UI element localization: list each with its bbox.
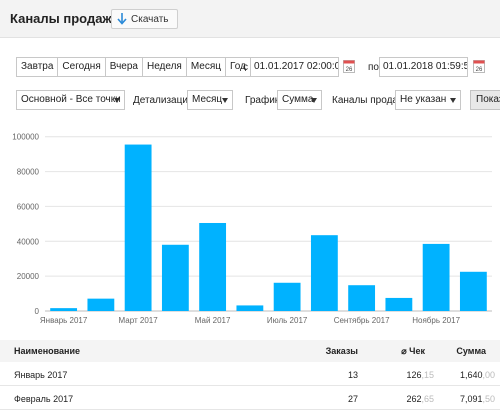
y-tick-label: 100000 [12, 133, 39, 142]
bar [273, 282, 301, 311]
calendar-day: 26 [346, 67, 353, 73]
header-bar: Каналы продаж Скачать [0, 0, 500, 38]
bar [161, 244, 189, 311]
calendar-icon[interactable]: 26 [473, 59, 485, 73]
x-tick-label: Март 2017 [119, 316, 159, 325]
x-tick-label: Январь 2017 [40, 316, 88, 325]
page-title: Каналы продаж [10, 11, 112, 26]
row-orders: 13 [347, 370, 358, 380]
row-name: Январь 2017 [14, 370, 68, 380]
chart-type-select[interactable]: Сумма [277, 90, 322, 110]
calendar-day: 26 [476, 67, 483, 73]
chevron-down-icon [450, 98, 456, 103]
detail-select[interactable]: Месяц [187, 90, 233, 110]
show-button[interactable]: Показать [470, 90, 500, 110]
bar [422, 243, 450, 311]
x-tick-label: Май 2017 [195, 316, 231, 325]
date-from-input[interactable]: 01.01.2017 02:00:00 [250, 57, 339, 77]
point-select-value: Основной - Все точки [21, 94, 121, 105]
from-label: с [243, 62, 248, 73]
to-label: по [368, 62, 379, 73]
x-tick-label: Июль 2017 [267, 316, 308, 325]
detail-select-value: Месяц [192, 94, 223, 105]
bar [385, 297, 413, 311]
chart-type-label: График [245, 95, 280, 106]
col-check-header: ⌀ Чек [401, 346, 425, 356]
period-tab-year[interactable]: Год [230, 61, 246, 72]
date-to-input[interactable]: 01.01.2018 01:59:59 [379, 57, 468, 77]
period-tab-week[interactable]: Неделя [143, 58, 187, 76]
sales-bar-chart: 0 20000 40000 60000 80000 100000 Январь 2017 Ма… [12, 133, 492, 325]
table-row: Февраль 2017 27 262,65 7,091,50 [0, 388, 500, 410]
col-orders-header: Заказы [325, 346, 358, 356]
bar [236, 305, 264, 311]
row-sum: 7,091,50 [459, 394, 495, 404]
calendar-icon[interactable]: 26 [343, 59, 355, 73]
chevron-down-icon [222, 98, 228, 103]
bar [124, 144, 152, 311]
bar [199, 222, 227, 311]
table-header: Наименование Заказы ⌀ Чек Сумма [0, 340, 500, 362]
y-tick-label: 80000 [17, 168, 40, 177]
download-icon [117, 13, 127, 25]
bar [459, 271, 487, 311]
channel-label: Каналы продаж [332, 95, 405, 106]
period-tab-yesterday[interactable]: Вчера [106, 58, 143, 76]
chart-type-select-value: Сумма [282, 94, 314, 105]
bar [348, 285, 376, 311]
period-tab-today[interactable]: Сегодня [58, 58, 106, 76]
y-tick-label: 20000 [17, 272, 40, 281]
y-tick-label: 60000 [17, 202, 40, 211]
bar [50, 308, 78, 311]
chevron-down-icon [114, 98, 120, 103]
col-sum-header: Сумма [456, 346, 486, 356]
bar [310, 235, 338, 311]
row-sum: 1,640,00 [459, 370, 495, 380]
period-tab-tomorrow[interactable]: Завтра [17, 58, 59, 76]
y-tick-label: 0 [35, 307, 40, 316]
table-row: Январь 2017 13 126,15 1,640,00 [0, 364, 500, 386]
channel-select-value: Не указан [400, 94, 447, 105]
row-check: 126,15 [406, 370, 434, 380]
detail-label: Детализация [133, 95, 194, 106]
bar [87, 298, 115, 311]
y-tick-label: 40000 [17, 237, 40, 246]
col-name-header: Наименование [14, 346, 81, 356]
period-tabs: Завтра Сегодня Вчера Неделя Месяц Год [16, 57, 251, 77]
period-tab-month[interactable]: Месяц [187, 58, 227, 76]
row-name: Февраль 2017 [14, 394, 74, 404]
point-select[interactable]: Основной - Все точки [16, 90, 125, 110]
row-check: 262,65 [406, 394, 434, 404]
download-button[interactable]: Скачать [111, 9, 178, 29]
chevron-down-icon [311, 98, 317, 103]
channel-select[interactable]: Не указан [395, 90, 461, 110]
row-orders: 27 [347, 394, 358, 404]
x-tick-label: Ноябрь 2017 [412, 316, 460, 325]
x-tick-label: Сентябрь 2017 [334, 316, 390, 325]
download-label: Скачать [131, 13, 169, 25]
